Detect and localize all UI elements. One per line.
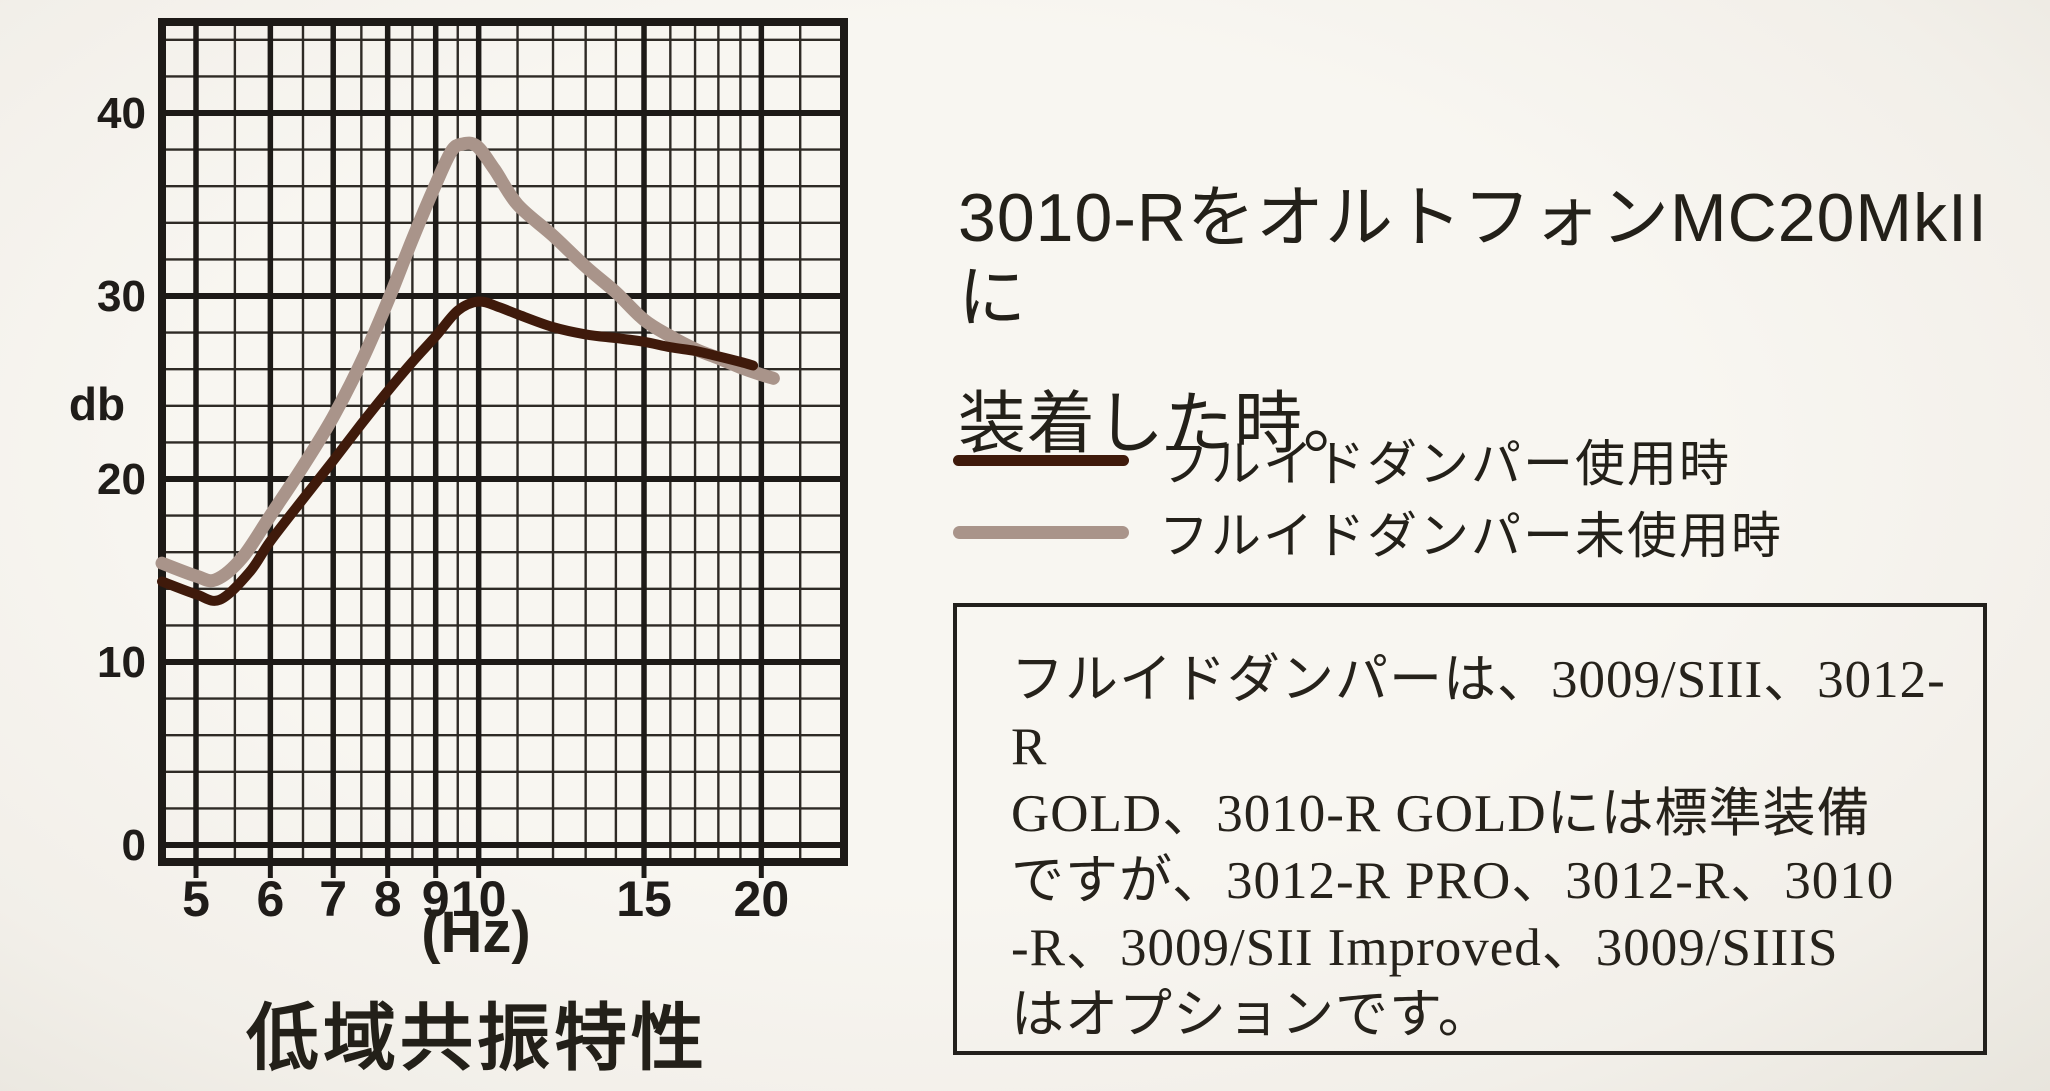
legend: フルイドダンパー使用時 フルイドダンパー未使用時: [953, 424, 1783, 568]
note-box: フルイドダンパーは、3009/SIII、3012-R GOLD、3010-R G…: [953, 603, 1987, 1055]
x-tick-label: 6: [256, 871, 284, 927]
x-tick-label: 7: [319, 871, 347, 927]
x-tick-label: 8: [374, 871, 402, 927]
y-axis-label: db: [69, 378, 125, 430]
chart-title: 3010-RをオルトフォンMC20MkIIに 装着した時。: [958, 178, 2050, 464]
x-tick-label: 5: [182, 871, 210, 927]
y-tick-label: 30: [97, 272, 146, 321]
plot-border: [158, 18, 848, 866]
legend-label-damper-used: フルイドダンパー使用時: [1159, 436, 1731, 492]
grid-major-lines: [162, 22, 844, 862]
note-line: ですが、3012-R PRO、3012-R、3010: [1011, 852, 1895, 910]
x-tick-label: 9: [422, 871, 450, 927]
y-tick-label: 0: [122, 821, 146, 870]
note-line: GOLD、3010-R GOLDには標準装備: [1011, 785, 1871, 843]
grid-minor-lines: [162, 22, 844, 862]
x-tick-label: 10: [451, 871, 507, 927]
legend-item-damper-unused: フルイドダンパー未使用時: [953, 496, 1783, 568]
note-line: フルイドダンパーは、3009/SIII、3012-R: [1011, 651, 1946, 776]
note-line: はオプションです。: [1011, 986, 1492, 1044]
chart-caption: 低域共振特性: [246, 998, 708, 1079]
curves: [155, 136, 780, 606]
x-axis-tick-labels: 5 6 7 8 9 10 15 20: [182, 871, 789, 927]
legend-item-damper-used: フルイドダンパー使用時: [953, 424, 1783, 496]
chart-title-line-2: 装着した時。: [958, 386, 1373, 462]
y-axis-tick-labels: 40 30 20 10 0: [97, 89, 146, 870]
y-tick-label: 20: [97, 455, 146, 504]
x-axis-label: (Hz): [421, 900, 531, 965]
y-tick-label: 40: [97, 89, 146, 138]
curve-fluid-damper-used: [157, 296, 759, 606]
note-line: -R、3009/SII Improved、3009/SIIIS: [1011, 919, 1839, 977]
x-tick-label: 15: [616, 871, 672, 927]
x-tick-label: 20: [734, 871, 790, 927]
legend-swatch-damper-used: [953, 454, 1129, 466]
legend-swatch-damper-unused: [953, 525, 1129, 539]
y-tick-label: 10: [97, 638, 146, 687]
chart-title-line-1: 3010-RをオルトフォンMC20MkIIに: [958, 180, 1988, 336]
legend-label-damper-unused: フルイドダンパー未使用時: [1159, 508, 1783, 564]
